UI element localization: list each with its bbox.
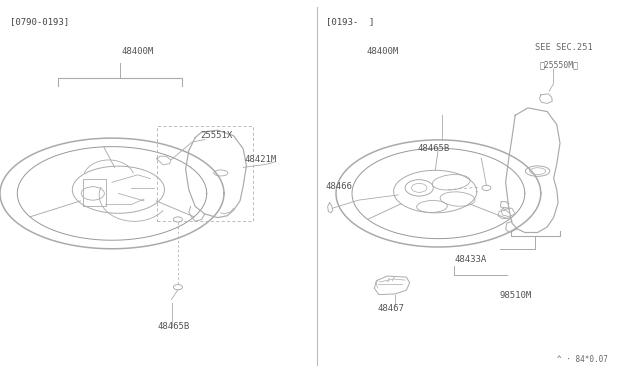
Text: 48466: 48466 [325, 182, 352, 190]
Text: 48467: 48467 [378, 304, 404, 312]
Text: ^ · 84*0.07: ^ · 84*0.07 [557, 355, 607, 363]
Text: 48421M: 48421M [244, 155, 276, 164]
Text: [0790-0193]: [0790-0193] [10, 17, 68, 26]
Text: 48400M: 48400M [366, 47, 398, 56]
Text: 48465B: 48465B [417, 144, 449, 153]
Text: [0193-  ]: [0193- ] [326, 17, 375, 26]
Text: 48465B: 48465B [157, 322, 189, 331]
Text: ‥25550M‥: ‥25550M‥ [540, 60, 579, 69]
Text: 25551X: 25551X [200, 131, 232, 140]
Text: SEE SEC.251: SEE SEC.251 [535, 43, 593, 52]
Text: 48433A: 48433A [454, 255, 486, 264]
Text: 98510M: 98510M [499, 291, 531, 299]
Text: 48400M: 48400M [122, 47, 154, 56]
